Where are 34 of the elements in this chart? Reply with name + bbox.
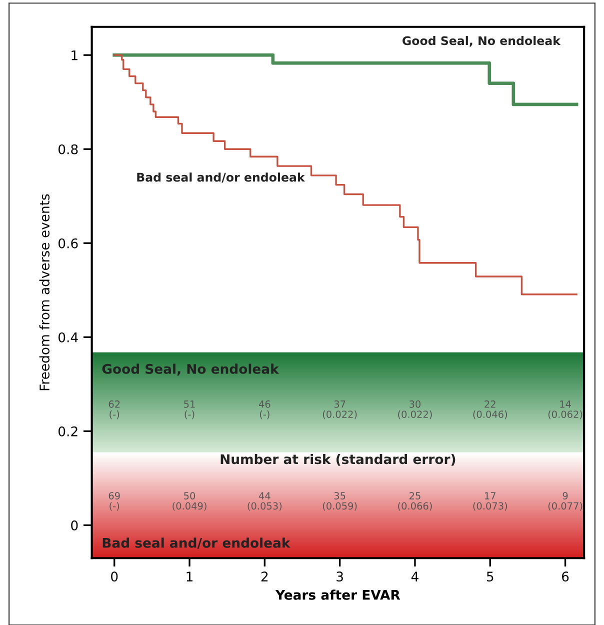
x-tick-label: 1 — [186, 572, 192, 582]
annotation: 46 (-) — [258, 400, 270, 420]
annotation: 37 (0.022) — [322, 400, 357, 420]
annotation: 50 (0.049) — [172, 492, 206, 511]
annotation: 30 (0.022) — [398, 400, 432, 420]
annotation: 9 (0.077) — [548, 492, 582, 511]
annotation: 62 (-) — [108, 400, 120, 420]
annotation: 51 (-) — [184, 400, 195, 420]
y-tick-label: 0.8 — [58, 144, 78, 154]
annotation: 17 (0.073) — [473, 492, 507, 511]
series-label: Good Seal, No endoleak — [402, 36, 561, 47]
y-tick-label: 0.6 — [58, 238, 78, 248]
x-tick-label: 0 — [111, 572, 118, 582]
annotation: 25 (0.066) — [398, 492, 432, 511]
annotation: Number at risk (standard error) — [220, 454, 456, 466]
y-axis-title: Freedom from adverse events — [39, 194, 50, 390]
y-tick-label: 0 — [71, 520, 78, 530]
y-tick-label: 0.4 — [58, 332, 78, 342]
y-tick-label: 1 — [72, 50, 78, 60]
x-tick-label: 2 — [261, 572, 268, 582]
x-tick-label: 5 — [486, 572, 494, 582]
annotation: Bad seal and/or endoleak — [102, 538, 290, 549]
x-tick-label: 4 — [411, 572, 418, 582]
annotation: Good Seal, No endoleak — [102, 364, 280, 376]
x-tick-label: 3 — [336, 572, 343, 582]
x-axis-title: Years after EVAR — [275, 590, 400, 600]
series-label: Bad seal and/or endoleak — [137, 172, 306, 183]
y-tick-label: 0.2 — [58, 426, 78, 436]
annotation: 22 (0.046) — [473, 400, 507, 420]
annotation: 44 (0.053) — [248, 492, 282, 511]
x-tick-label: 6 — [562, 572, 569, 582]
annotation: 69 (-) — [108, 492, 120, 511]
annotation: 14 (0.062) — [548, 400, 582, 420]
annotation: 35 (0.059) — [322, 492, 357, 511]
